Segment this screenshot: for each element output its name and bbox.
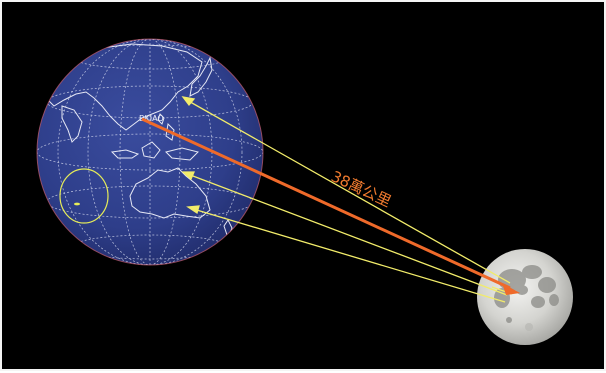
station-label: BKIAO <box>139 114 164 123</box>
moon <box>477 249 573 345</box>
indian-ocean-dot <box>74 202 80 206</box>
earth-rim <box>36 38 264 266</box>
laser-beam-3 <box>189 207 506 303</box>
laser-beam-1 <box>184 98 511 284</box>
main-laser-arrowhead <box>502 283 520 295</box>
laser-beam-2-arrowhead <box>181 171 195 181</box>
earth-globe <box>36 38 264 266</box>
earth-coastlines <box>39 43 233 240</box>
laser-beam-2 <box>184 172 508 296</box>
indian-ocean-marker <box>59 168 109 224</box>
laser-beam-3-arrowhead <box>186 205 200 215</box>
laser-beam-1-arrowhead <box>181 96 196 107</box>
distance-label: 38萬公里 <box>328 167 394 210</box>
moon-maria <box>494 265 559 331</box>
main-laser-beam <box>141 117 520 295</box>
